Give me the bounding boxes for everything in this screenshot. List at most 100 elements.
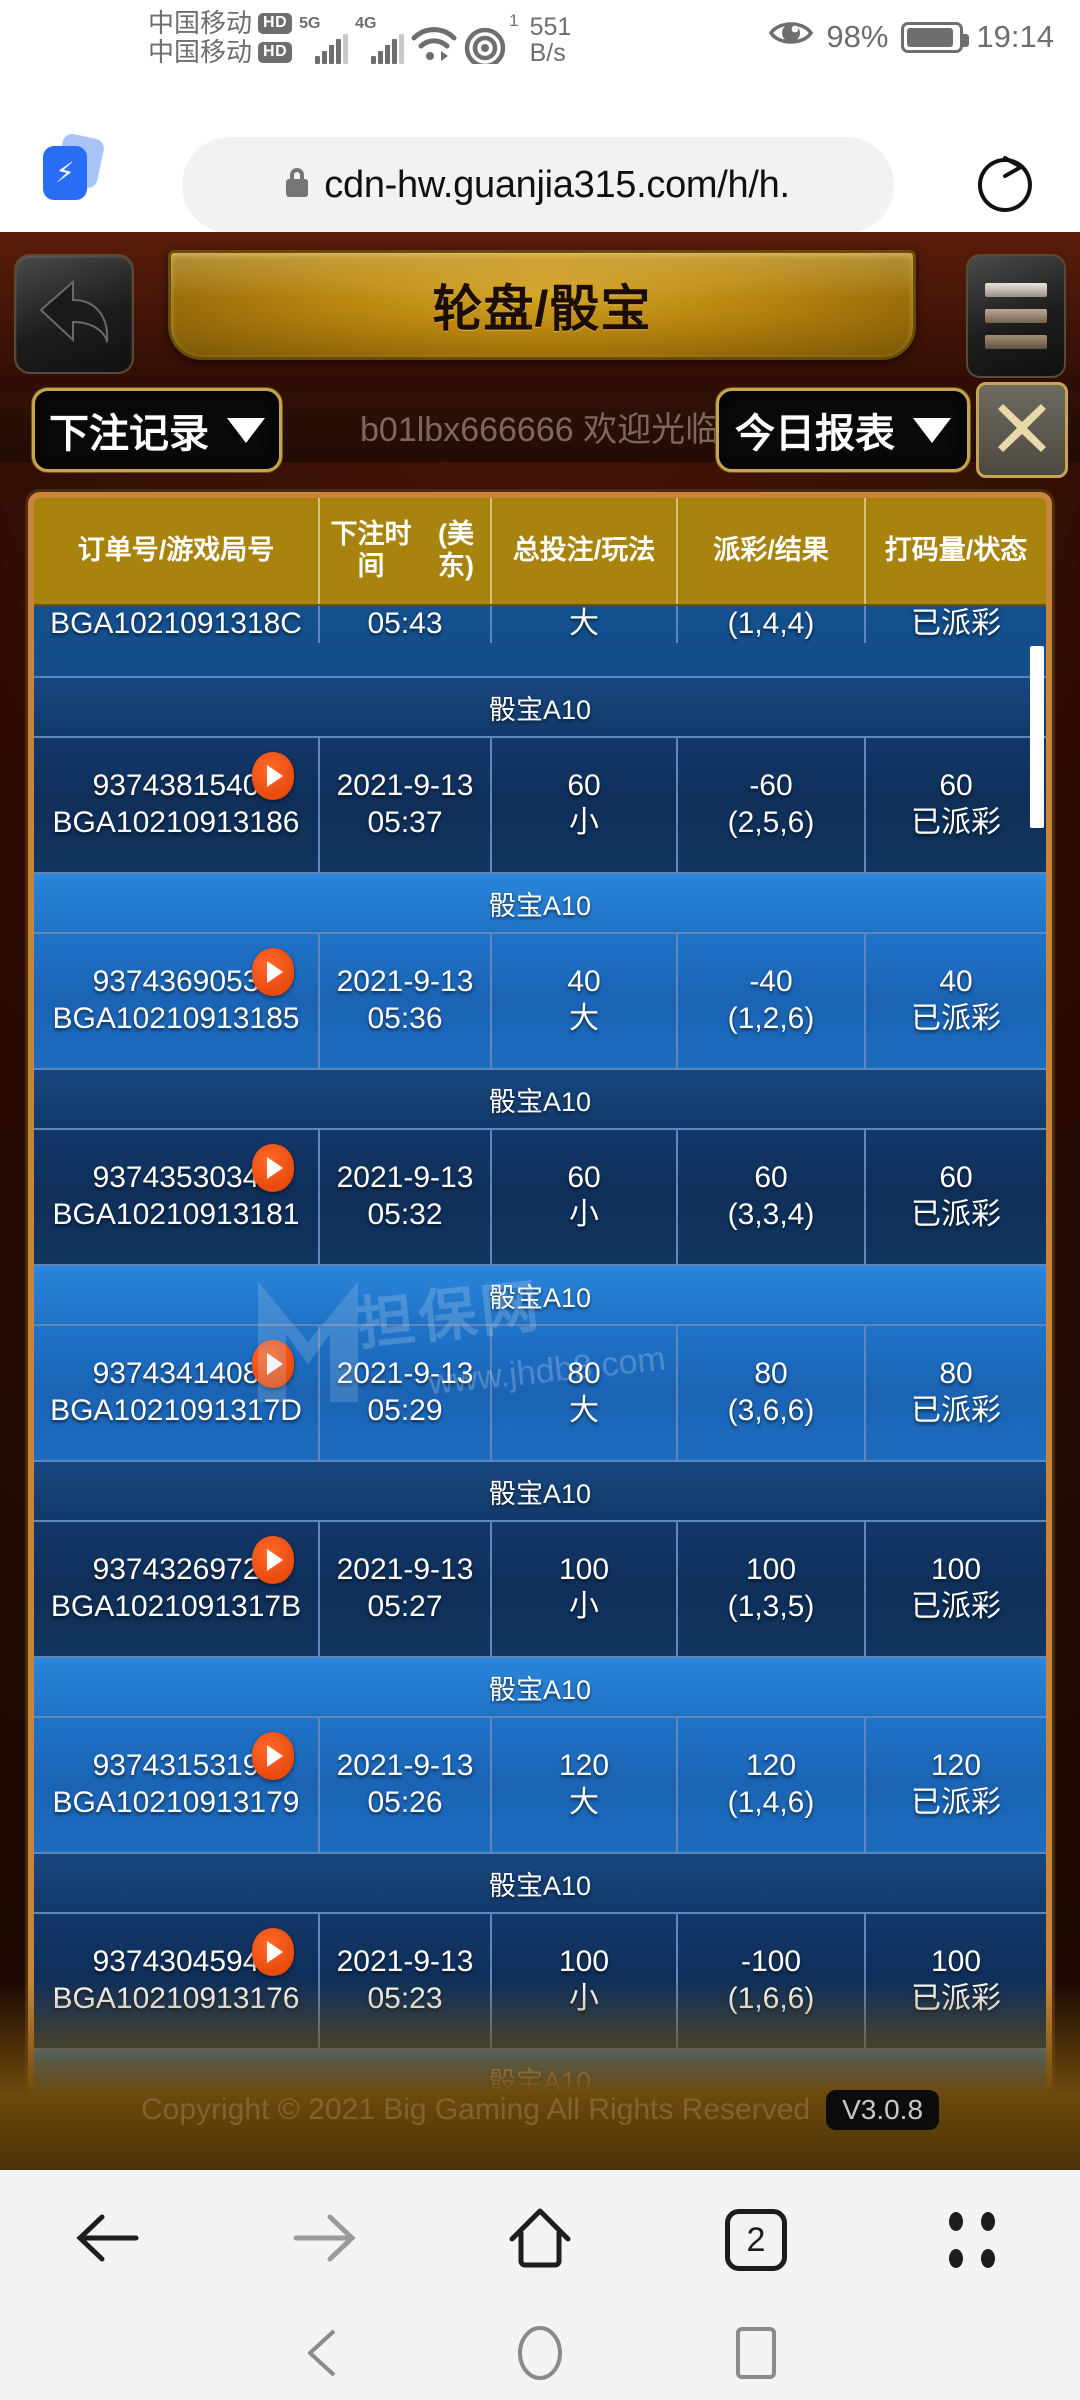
- browser-menu-button[interactable]: [864, 2212, 1080, 2268]
- address-bar[interactable]: cdn-hw.guanjia315.com/h/h.: [182, 137, 894, 233]
- column-header-volume-line2: 态: [1000, 535, 1028, 566]
- cell-line-2: 已派彩: [911, 1982, 1001, 2015]
- status-bar-right: 98% 19:14: [769, 18, 1054, 56]
- column-header-volume: 打码量/状态: [866, 498, 1046, 604]
- lock-icon: [286, 167, 309, 197]
- browser-tabs-button[interactable]: 2: [648, 2209, 864, 2271]
- arrow-left-icon: [72, 2207, 144, 2274]
- cell-line-1: 2021-9-13: [336, 1357, 474, 1391]
- carrier-name-2: 中国移动: [148, 37, 253, 68]
- cell-order-no: 9374369053 BGA10210913185: [34, 934, 320, 1068]
- table-row[interactable]: 9374381540 BGA10210913186 2021-9-13 05:37 60…: [34, 738, 1046, 874]
- cell-line-2: 大: [569, 1002, 599, 1035]
- cell-stake-play: 60 小: [492, 738, 678, 872]
- column-header-volume-line1: 打码量/状: [884, 535, 1001, 566]
- carrier-line-1: 中国移动 HD: [148, 8, 293, 38]
- cell-line-1: 80: [754, 1357, 788, 1391]
- table-scrollbar-thumb[interactable]: [1030, 646, 1044, 828]
- cell-line-1: 9374381540: [92, 769, 260, 803]
- carrier-line-2: 中国移动 HD: [148, 37, 293, 68]
- cell-line-2: 05:29: [367, 1394, 443, 1427]
- tab-count-badge: 2: [725, 2209, 787, 2271]
- column-header-time: 下注时间 (美东): [320, 498, 492, 604]
- table-row[interactable]: BGA1021091318C 05:43 大 (1,4,4) 已派彩: [34, 606, 1046, 678]
- menu-line-3: [985, 335, 1047, 349]
- cell-line-2: BGA1021091317D: [50, 1394, 302, 1427]
- table-row[interactable]: 9374326972 BGA1021091317B 2021-9-13 05:27 10…: [34, 1522, 1046, 1658]
- column-header-time-line2: (美东): [438, 519, 474, 581]
- cell-line-2: (1,4,6): [727, 1786, 815, 1819]
- cell-line-1: 100: [745, 1553, 797, 1587]
- carrier-name-1: 中国移动: [148, 8, 253, 38]
- home-icon: [505, 2203, 575, 2278]
- android-status-bar: 中国移动 HD 中国移动 HD 5G 4G: [0, 0, 1080, 92]
- menu-line-2: [985, 309, 1047, 323]
- game-page: 轮盘/骰宝 b01lbx666666 欢迎光临BG真人娱乐厅 下注记录 今日报表: [0, 232, 1080, 2170]
- cell-bet-time: 2021-9-13 05:32: [320, 1130, 492, 1264]
- table-row[interactable]: 9374353034 BGA10210913181 2021-9-13 05:32 60…: [34, 1130, 1046, 1266]
- table-body[interactable]: BGA1021091318C 05:43 大 (1,4,4) 已派彩 骰宝A10 93743…: [34, 606, 1046, 2106]
- cell-bet-time: 05:43: [320, 606, 492, 643]
- carrier-stack: 中国移动 HD 中国移动 HD: [148, 8, 293, 68]
- menu-line-1: [985, 283, 1047, 297]
- cell-order-no: 9374353034 BGA10210913181: [34, 1130, 320, 1264]
- cell-line-2: 已派彩: [911, 1786, 1001, 1819]
- play-video-icon[interactable]: [252, 948, 294, 996]
- table-row[interactable]: 9374341408 BGA1021091317D 2021-9-13 05:29 80…: [34, 1326, 1046, 1462]
- cell-line-1: 100: [930, 1553, 982, 1587]
- table-row[interactable]: 9374315319 BGA10210913179 2021-9-13 05:26 12…: [34, 1718, 1046, 1854]
- version-badge: V3.0.8: [826, 2090, 940, 2130]
- reload-icon[interactable]: [974, 154, 1036, 216]
- cell-line-1: 9374341408: [92, 1357, 260, 1391]
- cell-line-2: 05:37: [367, 806, 443, 839]
- column-header-payout: 派彩/结果: [678, 498, 866, 604]
- play-video-icon[interactable]: [252, 1536, 294, 1584]
- table-header-row: 订单号/游戏局号 下注时间 (美东) 总投注/玩法 派彩/结果 打码量/状态: [34, 498, 1046, 606]
- wifi-icon: [411, 26, 457, 67]
- cell-line-1: 大: [569, 607, 599, 640]
- cell-stake-play: 100 小: [492, 1522, 678, 1656]
- browser-forward-button[interactable]: [216, 2207, 432, 2274]
- cell-line-2: 大: [569, 1394, 599, 1427]
- browser-back-button[interactable]: [0, 2207, 216, 2274]
- nav-recents-button[interactable]: [648, 2325, 864, 2386]
- close-button[interactable]: [976, 382, 1068, 478]
- cell-line-1: 120: [558, 1749, 610, 1783]
- cell-line-2: BGA10210913185: [52, 1002, 300, 1035]
- hd-badge-1: HD: [258, 13, 293, 35]
- play-video-icon[interactable]: [252, 1144, 294, 1192]
- menu-button[interactable]: [966, 254, 1066, 378]
- today-report-dropdown[interactable]: 今日报表: [716, 388, 970, 472]
- cell-volume-state: 80 已派彩: [866, 1326, 1046, 1460]
- cell-line-2: BGA1021091317B: [50, 1590, 302, 1623]
- cell-stake-play: 120 大: [492, 1718, 678, 1852]
- nav-back-button[interactable]: [216, 2327, 432, 2384]
- browser-home-button[interactable]: [432, 2203, 648, 2278]
- bet-records-label: 下注记录: [49, 412, 209, 456]
- bet-records-table: 订单号/游戏局号 下注时间 (美东) 总投注/玩法 派彩/结果 打码量/状态 BG…: [28, 492, 1052, 2112]
- back-button[interactable]: [14, 254, 134, 374]
- play-video-icon[interactable]: [252, 1732, 294, 1780]
- cell-line-2: (1,6,6): [727, 1982, 815, 2015]
- cell-line-1: 2021-9-13: [336, 1161, 474, 1195]
- network-speed: 551 B/s: [530, 14, 572, 67]
- chevron-down-icon: [913, 417, 951, 443]
- cell-bet-time: 2021-9-13 05:29: [320, 1326, 492, 1460]
- table-row[interactable]: 9374369053 BGA10210913185 2021-9-13 05:36 40…: [34, 934, 1046, 1070]
- cell-line-1: 80: [567, 1357, 601, 1391]
- play-video-icon[interactable]: [252, 752, 294, 800]
- bet-records-dropdown[interactable]: 下注记录: [32, 388, 282, 472]
- cell-order-no: 9374315319 BGA10210913179: [34, 1718, 320, 1852]
- cell-line-1: BGA1021091318C: [50, 607, 302, 640]
- cell-order-no: 9374341408 BGA1021091317D: [34, 1326, 320, 1460]
- play-video-icon[interactable]: [252, 1928, 294, 1976]
- cell-line-2: 已派彩: [911, 1590, 1001, 1623]
- table-row[interactable]: 9374304594 BGA10210913176 2021-9-13 05:23 10…: [34, 1914, 1046, 2050]
- play-video-icon[interactable]: [252, 1340, 294, 1388]
- cell-bet-time: 2021-9-13 05:37: [320, 738, 492, 872]
- browser-logo-icon[interactable]: ⚡: [43, 132, 106, 202]
- cell-line-1: -100: [740, 1945, 802, 1979]
- nav-home-button[interactable]: [432, 2324, 648, 2387]
- cell-line-2: 小: [569, 1590, 599, 1623]
- cell-line-1: 60: [939, 769, 973, 803]
